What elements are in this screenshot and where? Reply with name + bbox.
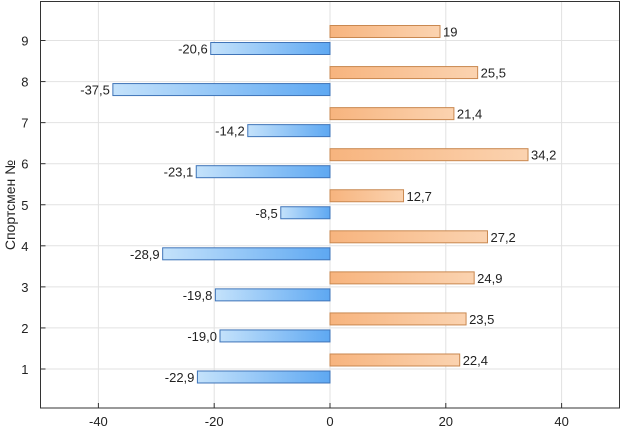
bar-positive	[329, 66, 479, 80]
data-label: 34,2	[531, 148, 556, 163]
data-label: 25,5	[481, 66, 506, 81]
x-tick-label: -20	[205, 414, 224, 428]
data-label: -19,8	[183, 288, 213, 303]
y-tick-label: 6	[21, 157, 28, 172]
x-tick-label: 40	[554, 414, 568, 428]
data-label: -8,5	[255, 206, 277, 221]
y-tick-label: 4	[21, 239, 28, 254]
bar-negative	[195, 165, 331, 179]
data-label: -23,1	[164, 165, 194, 180]
y-tick-label: 1	[21, 362, 28, 377]
bar-negative	[162, 247, 331, 261]
bar-negative	[219, 329, 331, 343]
data-label: 19	[443, 25, 457, 40]
bar-negative	[210, 42, 331, 56]
data-label: 27,2	[490, 230, 515, 245]
bar-positive	[329, 189, 405, 203]
data-label: -14,2	[215, 124, 245, 139]
ticks: -40 -20 0 20 40 1 2 3 4 5 6 7 8 9	[21, 34, 569, 429]
x-tick-label: 0	[326, 414, 333, 428]
bar-negative	[247, 124, 331, 138]
data-label: -19,0	[187, 329, 217, 344]
data-label: 12,7	[407, 189, 432, 204]
bar-positive	[329, 25, 441, 39]
data-label: 24,9	[477, 271, 502, 286]
bar-positive	[329, 230, 488, 244]
y-axis-label: Спортсмен №	[2, 160, 18, 250]
y-tick-label: 2	[21, 321, 28, 336]
y-tick-label: 9	[21, 34, 28, 49]
data-label: 22,4	[463, 353, 488, 368]
bar-negative	[214, 288, 331, 302]
grid	[40, 1, 620, 408]
data-label: -37,5	[80, 83, 110, 98]
y-tick-label: 5	[21, 198, 28, 213]
bar-negative	[112, 83, 331, 97]
bar-positive	[329, 271, 475, 285]
y-tick-label: 7	[21, 116, 28, 131]
bar-positive	[329, 148, 529, 162]
data-label: 23,5	[469, 312, 494, 327]
data-label: -20,6	[178, 42, 208, 57]
bar-positive	[329, 353, 461, 367]
bar-positive	[329, 312, 467, 326]
y-tick-label: 8	[21, 75, 28, 90]
bars	[112, 25, 529, 384]
x-tick-label: -40	[89, 414, 108, 428]
bar-negative	[280, 206, 331, 220]
data-label: -28,9	[130, 247, 160, 262]
bar-negative	[196, 370, 331, 384]
y-tick-label: 3	[21, 280, 28, 295]
bar-positive	[329, 107, 455, 121]
data-labels: 22,4 23,5 24,9 27,2 12,7 34,2 21,4 25,5 19 -22,9 -…	[80, 25, 556, 385]
data-label: 21,4	[457, 107, 482, 122]
x-tick-label: 20	[439, 414, 453, 428]
data-label: -22,9	[165, 370, 195, 385]
